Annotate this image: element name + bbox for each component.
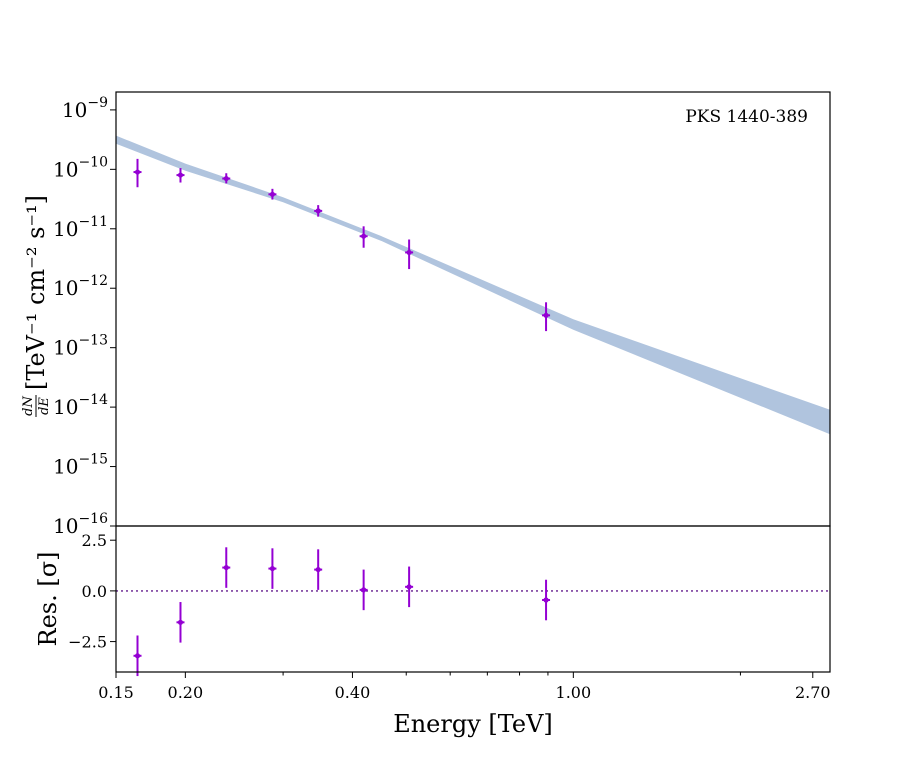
spectrum-y-tick-label: 10−12 bbox=[53, 273, 108, 300]
spectrum-point bbox=[314, 205, 323, 217]
residual-marker bbox=[134, 653, 141, 659]
tick-exponent: −15 bbox=[78, 452, 108, 468]
residual-point bbox=[176, 602, 185, 643]
spectrum-point bbox=[133, 158, 142, 188]
tick-base: 10 bbox=[53, 276, 78, 300]
spectrum-point bbox=[268, 188, 277, 200]
spectrum-marker bbox=[269, 191, 276, 197]
residual-y-ticks: 2.5 0.0 −2.5 bbox=[68, 531, 116, 652]
spectrum-marker bbox=[543, 312, 549, 318]
spectrum-marker bbox=[361, 233, 367, 239]
tick-base: 10 bbox=[53, 395, 78, 419]
spectrum-y-tick-label: 10−9 bbox=[62, 95, 108, 122]
spectrum-marker bbox=[406, 249, 412, 256]
x-tick-label: 1.00 bbox=[556, 683, 592, 702]
tick-base: 10 bbox=[53, 217, 78, 241]
spectrum-y-tick-label: 10−15 bbox=[53, 452, 108, 479]
spectrum-y-tick-label: 10−11 bbox=[53, 214, 108, 241]
model-band-layer bbox=[116, 135, 830, 435]
tick-exponent: −11 bbox=[78, 214, 108, 230]
tick-exponent: −10 bbox=[78, 154, 108, 170]
residual-point bbox=[222, 547, 231, 588]
residual-marker bbox=[177, 619, 184, 625]
x-tick-label: 2.70 bbox=[795, 683, 831, 702]
residual-y-tick-label: 0.0 bbox=[82, 582, 107, 601]
spectrum-marker bbox=[223, 175, 229, 182]
x-tick-label: 0.20 bbox=[168, 683, 204, 702]
tick-base: 10 bbox=[53, 514, 78, 538]
spectrum-ylabel-units: [TeV⁻¹ cm⁻² s⁻¹] bbox=[22, 195, 50, 390]
spectrum-y-tick-label: 10−14 bbox=[53, 392, 108, 419]
spectrum-axes-frame bbox=[115, 91, 831, 527]
residual-y-tick-label: −2.5 bbox=[68, 633, 107, 652]
spectrum-point bbox=[222, 173, 231, 184]
residual-point bbox=[359, 569, 368, 611]
model-band bbox=[116, 135, 830, 435]
x-tick-label: 0.40 bbox=[335, 683, 371, 702]
residual-ylabel: Res. [σ] bbox=[34, 552, 62, 647]
spectrum-point bbox=[359, 226, 368, 248]
residuals-panel: 2.5 0.0 −2.5 Res. [σ] bbox=[34, 525, 831, 677]
residual-point bbox=[133, 635, 142, 677]
ylabel-fraction-numerator: dN bbox=[21, 396, 36, 416]
spectrum-panel: 10−910−1010−1110−1210−1310−1410−1510−16 … bbox=[21, 91, 831, 538]
tick-base: 10 bbox=[53, 336, 78, 360]
spectrum-marker bbox=[134, 169, 141, 175]
x-axis-label: Energy [TeV] bbox=[393, 710, 553, 738]
residual-y-tick-label: 2.5 bbox=[82, 531, 107, 550]
residual-point bbox=[314, 549, 323, 590]
source-label: PKS 1440-389 bbox=[685, 107, 808, 127]
residual-marker bbox=[543, 597, 549, 603]
tick-base: 10 bbox=[53, 455, 78, 479]
spectrum-y-tick-label: 10−13 bbox=[53, 333, 108, 360]
spectrum-y-axis-label: dN dE [TeV⁻¹ cm⁻² s⁻¹] bbox=[21, 195, 52, 417]
residual-point bbox=[542, 579, 551, 621]
residual-marker bbox=[269, 565, 276, 572]
tick-exponent: −9 bbox=[87, 95, 108, 111]
spectrum-marker bbox=[315, 208, 321, 214]
spectrum-marker bbox=[177, 172, 184, 178]
spectrum-y-tick-label: 10−16 bbox=[53, 511, 108, 538]
residual-axes-frame bbox=[115, 525, 831, 673]
spectrum-point bbox=[542, 302, 551, 332]
residual-point bbox=[268, 548, 277, 589]
spectrum-point bbox=[176, 168, 185, 183]
spectrum-points-layer bbox=[133, 158, 551, 332]
residual-points-layer bbox=[133, 547, 551, 677]
spectrum-point bbox=[405, 239, 414, 270]
tick-exponent: −14 bbox=[78, 392, 108, 408]
tick-base: 10 bbox=[62, 98, 87, 122]
residual-point bbox=[405, 566, 414, 608]
tick-base: 10 bbox=[53, 157, 78, 181]
residual-marker bbox=[223, 564, 229, 571]
residual-marker bbox=[315, 566, 321, 573]
x-axis-ticks: 0.15 0.20 0.40 1.00 2.70 bbox=[98, 672, 831, 702]
x-tick-label: 0.15 bbox=[98, 683, 134, 702]
ylabel-fraction-denominator: dE bbox=[37, 397, 52, 415]
spectrum-y-tick-label: 10−10 bbox=[53, 154, 108, 181]
tick-exponent: −12 bbox=[78, 273, 108, 289]
tick-exponent: −13 bbox=[78, 333, 108, 349]
tick-exponent: −16 bbox=[78, 511, 108, 527]
residual-marker bbox=[406, 584, 412, 590]
residual-marker bbox=[361, 587, 367, 593]
